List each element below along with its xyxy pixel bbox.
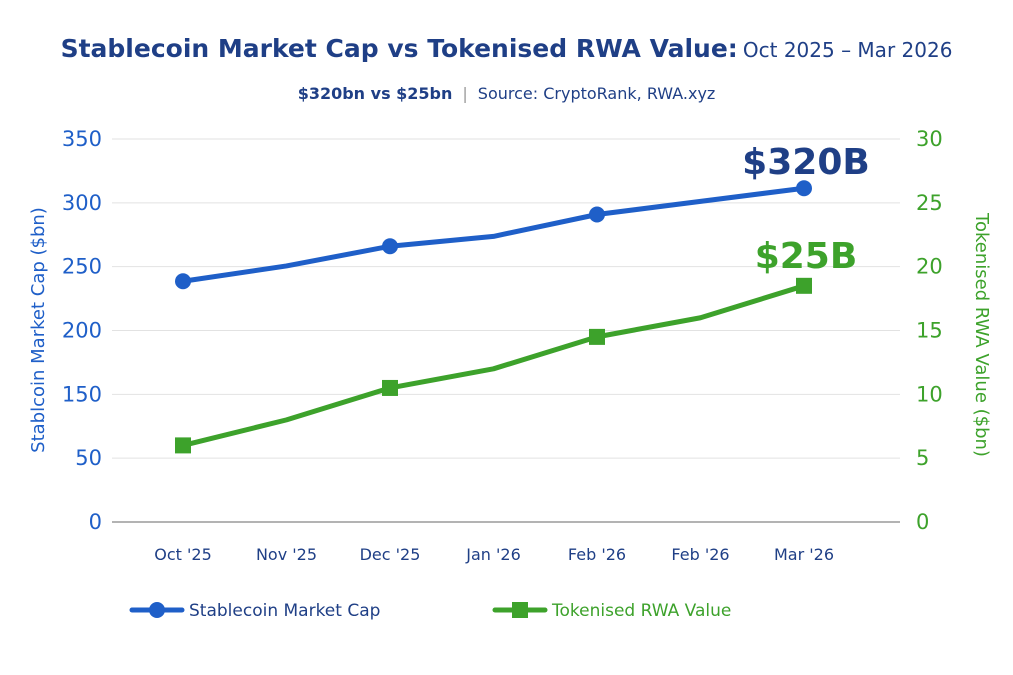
y-left-axis-title: Stablcoin Market Cap ($bn) (28, 207, 49, 453)
y-right-tick-label: 20 (916, 255, 943, 279)
end-value-label: $25B (755, 236, 858, 277)
y-right-tick-label: 0 (916, 510, 929, 534)
y-left-tick-label: 200 (62, 319, 102, 343)
y-left-tick-label: 0 (89, 510, 102, 534)
y-left-tick-label: 350 (62, 127, 102, 151)
data-point-marker (175, 273, 191, 290)
chart-title: Stablecoin Market Cap vs Tokenised RWA V… (0, 34, 1013, 63)
y-right-tick-label: 25 (916, 191, 943, 215)
x-tick-label: Feb '26 (671, 545, 729, 564)
y-right-tick-label: 15 (916, 319, 943, 343)
x-tick-label: Dec '25 (360, 545, 421, 564)
y-left-tick-label: 250 (62, 255, 102, 279)
y-right-tick-label: 10 (916, 382, 943, 406)
chart-subtitle: $320bn vs $25bn | Source: CryptoRank, RWA.… (0, 84, 1013, 103)
y-left-tick-label: 50 (75, 446, 102, 470)
y-right-axis-title: Tokenised RWA Value ($bn) (971, 212, 992, 457)
subtitle-source: Source: CryptoRank, RWA.xyz (477, 84, 716, 103)
x-tick-label: Oct '25 (154, 545, 212, 564)
chart-title-range: Oct 2025 – Mar 2026 (742, 38, 953, 62)
data-point-marker (382, 238, 398, 255)
legend-marker (149, 602, 165, 618)
subtitle-values: $320bn vs $25bn (297, 84, 453, 103)
series-line-stablecoin (180, 185, 807, 284)
end-value-label: $320B (742, 142, 870, 183)
y-left-tick-label: 150 (62, 382, 102, 406)
data-point-marker (796, 277, 812, 294)
y-right-tick-label: 5 (916, 446, 929, 470)
legend-label: Stablecoin Market Cap (189, 601, 380, 621)
y-left-tick-label: 300 (62, 191, 102, 215)
chart-title-main: Stablecoin Market Cap vs Tokenised RWA V… (60, 34, 738, 63)
data-point-marker (589, 328, 605, 345)
data-point-marker (382, 379, 398, 396)
x-tick-label: Nov '25 (256, 545, 317, 564)
data-point-marker (796, 180, 812, 197)
x-tick-label: Jan '26 (465, 545, 521, 564)
x-tick-label: Mar '26 (774, 545, 834, 564)
y-right-tick-label: 30 (916, 127, 943, 151)
series-line-rwa (180, 283, 807, 448)
x-tick-label: Feb '26 (568, 545, 626, 564)
legend-marker (512, 602, 528, 618)
subtitle-separator: | (462, 84, 468, 103)
data-point-marker (589, 206, 605, 223)
data-point-marker (175, 437, 191, 454)
legend-label: Tokenised RWA Value (551, 601, 731, 621)
